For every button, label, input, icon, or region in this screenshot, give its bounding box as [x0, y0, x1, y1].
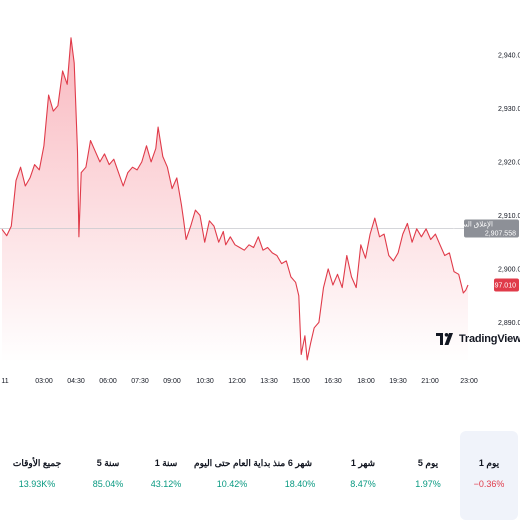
tradingview-logo-icon — [436, 333, 453, 345]
period-label: 1 يوم — [478, 458, 500, 468]
period-tab[interactable]: 1 يوم −0.36% — [460, 431, 518, 520]
y-axis-tick-label: 2,900.000 — [498, 266, 520, 273]
x-axis-tick-label: 03:00 — [35, 378, 53, 385]
period-tab[interactable]: منذ بداية العام حتى اليوم 10.42% — [194, 431, 286, 520]
period-change-value: 85.04% — [92, 479, 124, 489]
price-chart-svg[interactable]: 2,940.000 2,930.000 2,920.000 2,910.000 2,90… — [0, 0, 520, 392]
period-change-value: 13.93K% — [18, 479, 56, 489]
tradingview-logo-text: TradingView — [459, 333, 520, 345]
x-axis-tick-label: 04:30 — [67, 378, 85, 385]
price-line — [1, 37, 469, 361]
period-change-value: 8.47% — [350, 479, 376, 489]
period-change-value: 18.40% — [284, 479, 316, 489]
y-axis-tick-label: 2,890.000 — [498, 320, 520, 327]
period-label: جميع الأوقات — [12, 458, 62, 468]
period-tab[interactable]: جميع الأوقات 13.93K% — [6, 431, 68, 520]
price-area — [2, 37, 468, 363]
period-label: 5 يوم — [417, 458, 439, 468]
x-axis-tick-label: 11 — [1, 378, 8, 385]
last-price-label: 2,897.010 — [485, 282, 516, 289]
y-axis-tick-label: 2,910.000 — [498, 213, 520, 220]
previous-close-label: الإغلاق السابق — [452, 220, 493, 228]
period-label: 6 شهر — [287, 458, 313, 468]
previous-close-price: 2,907.558 — [485, 230, 516, 237]
y-axis-tick-label: 2,940.000 — [498, 52, 520, 59]
performance-periods: 1 يوم −0.36% 5 يوم 1.97% 1 شهر 8.47% 6 شهر 18.4… — [0, 431, 520, 520]
x-axis-tick-label: 19:30 — [389, 378, 407, 385]
period-tab[interactable]: 1 شهر 8.47% — [330, 431, 396, 520]
period-tab[interactable]: 5 يوم 1.97% — [396, 431, 460, 520]
x-axis-tick-label: 09:00 — [163, 378, 181, 385]
period-change-value: −0.36% — [473, 479, 505, 489]
last-price-tag — [494, 278, 519, 292]
y-axis-tick-label: 2,930.000 — [498, 106, 520, 113]
period-change-value: 10.42% — [216, 479, 248, 489]
x-axis-tick-label: 23:00 — [460, 378, 478, 385]
x-axis-tick-label: 06:00 — [99, 378, 117, 385]
price-chart[interactable]: 2,940.000 2,930.000 2,920.000 2,910.000 2,90… — [0, 0, 520, 392]
x-axis-tick-label: 12:00 — [228, 378, 246, 385]
x-axis-tick-label: 15:00 — [292, 378, 310, 385]
tradingview-watermark: TradingView — [436, 333, 520, 345]
period-label: 1 سنة — [154, 458, 178, 468]
period-label: 5 سنة — [96, 458, 120, 468]
period-tab[interactable]: 6 شهر 18.40% — [270, 431, 330, 520]
x-axis-tick-label: 16:30 — [324, 378, 342, 385]
period-change-value: 1.97% — [415, 479, 441, 489]
period-label: 1 شهر — [350, 458, 376, 468]
previous-close-tag — [464, 219, 519, 238]
period-tab[interactable]: 5 سنة 85.04% — [80, 431, 136, 520]
x-axis-tick-label: 13:30 — [260, 378, 278, 385]
y-axis-tick-label: 2,920.000 — [498, 159, 520, 166]
period-label: منذ بداية العام حتى اليوم — [194, 458, 286, 468]
x-axis-tick-label: 18:00 — [357, 378, 375, 385]
x-axis-tick-label: 10:30 — [196, 378, 214, 385]
period-tab[interactable]: 1 سنة 43.12% — [138, 431, 194, 520]
period-change-value: 43.12% — [150, 479, 182, 489]
x-axis-tick-label: 07:30 — [131, 378, 149, 385]
x-axis-tick-label: 21:00 — [421, 378, 439, 385]
